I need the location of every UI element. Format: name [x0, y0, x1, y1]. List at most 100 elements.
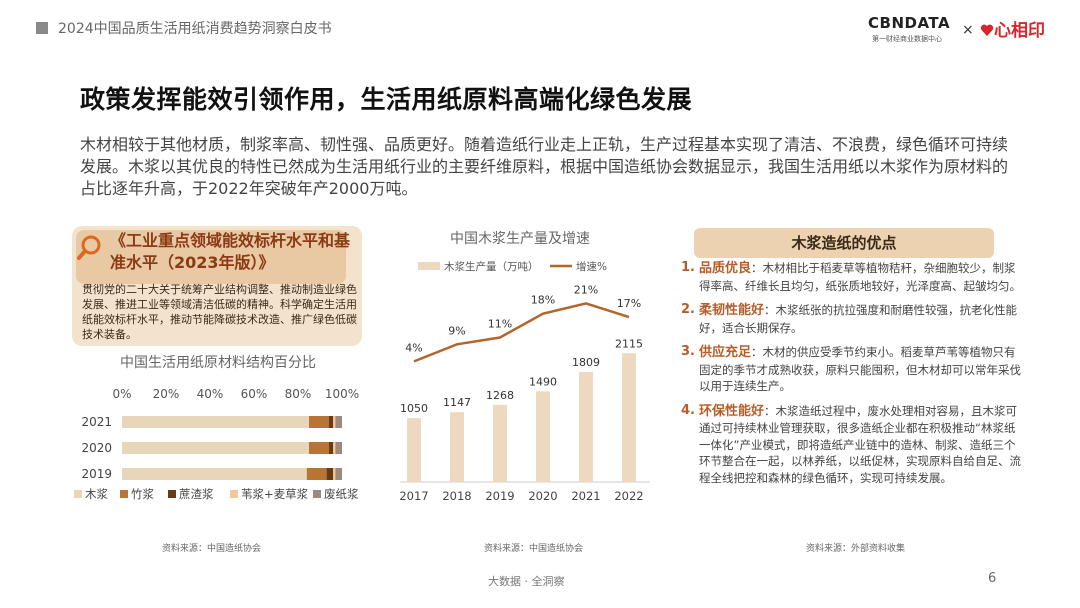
- growth-value-label: 9%: [448, 324, 465, 337]
- stacked-bar-segment: [306, 468, 327, 480]
- advantage-item: 4. 环保性能好：木浆造纸过程中，废水处理相对容易，且木浆可通过可持续林业管理获…: [681, 403, 1021, 487]
- legend-swatch: [418, 262, 440, 270]
- intro-paragraph: 木材相较于其他材质，制浆率高、韧性强、品质更好。随着造纸行业走上正轨，生产过程基…: [80, 135, 1009, 198]
- advantage-number: 3.: [681, 344, 695, 359]
- page-number: 6: [988, 571, 997, 586]
- stacked-bar-segment: [335, 442, 342, 454]
- advantage-heading: 柔韧性能好: [699, 303, 765, 318]
- x-tick-label: 20%: [153, 387, 180, 401]
- production-bar: [579, 371, 593, 482]
- legend-swatch: [120, 490, 128, 498]
- production-bar: [450, 412, 464, 482]
- x-tick-label: 2019: [485, 489, 514, 503]
- legend-swatch: [313, 490, 321, 498]
- bar-value-label: 1490: [529, 375, 557, 388]
- magnifier-icon: [77, 235, 101, 260]
- heart-icon: [980, 24, 994, 36]
- advantage-number: 2.: [681, 302, 695, 317]
- advantage-text: ：木浆造纸过程中，废水处理相对容易，且木浆可通过可持续林业管理获取，很多造纸企业…: [699, 403, 1021, 485]
- x-tick-label: 2018: [442, 489, 471, 503]
- x-tick-label: 80%: [285, 387, 312, 401]
- stacked-bar-segment: [333, 416, 336, 428]
- stacked-bar-segment: [309, 442, 329, 454]
- x-tick-label: 2017: [400, 489, 429, 503]
- x-tick-label: 2021: [571, 489, 600, 503]
- advantage-text: ：木浆纸张的抗拉强度和耐磨性较强，抗老化性能好，适合长期保存。: [699, 303, 1018, 335]
- advantage-heading: 供应充足: [699, 345, 752, 360]
- partner-logo-text: 心相印: [994, 21, 1045, 41]
- stacked-bar-segment: [122, 416, 309, 428]
- legend-label: 竹浆: [131, 487, 154, 501]
- structure-chart-source: 资料来源：中国造纸协会: [162, 544, 262, 554]
- advantage-heading: 品质优良: [699, 261, 752, 276]
- policy-title: 《工业重点领域能效标杆水平和基准水平（2023年版）》: [110, 231, 351, 272]
- growth-value-label: 18%: [531, 294, 555, 307]
- stacked-bar-segment: [328, 416, 334, 428]
- advantage-number: 4.: [681, 402, 695, 418]
- production-bar: [622, 353, 636, 482]
- bar-value-label: 2115: [615, 337, 643, 350]
- x-tick-label: 40%: [197, 387, 224, 401]
- growth-value-label: 21%: [574, 283, 598, 296]
- stacked-bar-segment: [309, 416, 329, 428]
- structure-chart-title: 中国生活用纸原材料结构百分比: [120, 355, 316, 371]
- advantages-header: [694, 228, 994, 258]
- structure-chart: 0% 20% 40% 60% 80% 100% 2021 2020 2019 木浆 竹浆 蔗渣浆 苇浆+…: [74, 387, 359, 501]
- policy-title-background: [76, 230, 346, 284]
- growth-line: [413, 302, 630, 363]
- legend-swatch: [168, 490, 176, 498]
- x-tick-label: 2020: [528, 489, 557, 503]
- stacked-bar-segment: [326, 468, 334, 480]
- logo-separator: ×: [962, 22, 974, 38]
- advantages-source: 资料来源：外部资料收集: [806, 544, 906, 554]
- stacked-bar-segment: [333, 468, 336, 480]
- advantages-list: 1. 品质优良：木材相比于稻麦草等植物秸秆，杂细胞较少，制浆得率高、纤维长且均匀…: [681, 260, 1021, 494]
- advantage-item: 1. 品质优良：木材相比于稻麦草等植物秸秆，杂细胞较少，制浆得率高、纤维长且均匀…: [681, 260, 1021, 294]
- x-tick-label: 0%: [112, 387, 131, 401]
- advantage-item: 3. 供应充足：木材的供应受季节约束小。稻麦草芦苇等植物只有固定的季节才成熟收获…: [681, 344, 1021, 395]
- growth-value-label: 4%: [405, 341, 422, 354]
- production-bar: [493, 404, 507, 482]
- bar-value-label: 1050: [400, 402, 428, 415]
- pulp-chart: 木浆生产量（万吨） 增速% 1050 2017 1147 2018 1268 2019 1490…: [400, 260, 650, 503]
- category-label: 2020: [81, 441, 112, 455]
- legend-swatch: [74, 490, 82, 498]
- growth-value-label: 17%: [617, 297, 641, 310]
- policy-body: 贯彻党的二十大关于统筹产业结构调整、推动制造业绿色发展、推进工业等领域清洁低碳的…: [82, 283, 357, 341]
- legend-label: 木浆生产量（万吨）: [444, 260, 539, 273]
- header-marker: [36, 22, 48, 34]
- page-title: 政策发挥能效引领作用，生活用纸原料高端化绿色发展: [80, 85, 693, 114]
- x-tick-label: 2022: [614, 489, 643, 503]
- production-bar: [536, 391, 550, 482]
- stacked-bar-segment: [328, 442, 334, 454]
- stacked-bar-segment: [122, 442, 309, 454]
- growth-value-label: 11%: [488, 318, 512, 331]
- partner-logo: 心相印: [980, 16, 1045, 41]
- x-tick-label: 100%: [325, 387, 359, 401]
- cbndata-logo: CBNDATA: [868, 14, 951, 32]
- stacked-bar-segment: [122, 468, 307, 480]
- category-label: 2021: [81, 415, 112, 429]
- legend-label: 废纸浆: [324, 487, 359, 501]
- x-tick-label: 60%: [241, 387, 268, 401]
- stacked-bar-segment: [335, 416, 342, 428]
- stacked-bar-segment: [333, 442, 336, 454]
- bar-value-label: 1268: [486, 389, 514, 402]
- stacked-bar-segment: [335, 468, 342, 480]
- advantage-heading: 环保性能好: [699, 403, 765, 419]
- advantage-text: ：木材相比于稻麦草等植物秸秆，杂细胞较少，制浆得率高、纤维长且均匀，纸张质地较好…: [699, 261, 1021, 293]
- legend-label: 增速%: [576, 260, 607, 273]
- legend-label: 蔗渣浆: [179, 487, 214, 501]
- pulp-chart-source: 资料来源：中国造纸协会: [484, 544, 584, 554]
- footer-slogan: 大数据 · 全洞察: [488, 575, 565, 588]
- advantage-number: 1.: [681, 260, 695, 275]
- advantages-title: 木浆造纸的优点: [791, 234, 897, 252]
- legend-label: 木浆: [85, 487, 108, 501]
- category-label: 2019: [81, 467, 112, 481]
- bar-value-label: 1809: [572, 356, 600, 369]
- legend-label: 苇浆+麦草浆: [241, 487, 309, 501]
- advantage-text: ：木材的供应受季节约束小。稻麦草芦苇等植物只有固定的季节才成熟收获，原料只能囤积…: [699, 345, 1021, 393]
- cbndata-logo-sub: 第一财经商业数据中心: [872, 35, 942, 43]
- report-title: 2024中国品质生活用纸消费趋势洞察白皮书: [58, 21, 332, 37]
- pulp-chart-title: 中国木浆生产量及增速: [450, 231, 590, 247]
